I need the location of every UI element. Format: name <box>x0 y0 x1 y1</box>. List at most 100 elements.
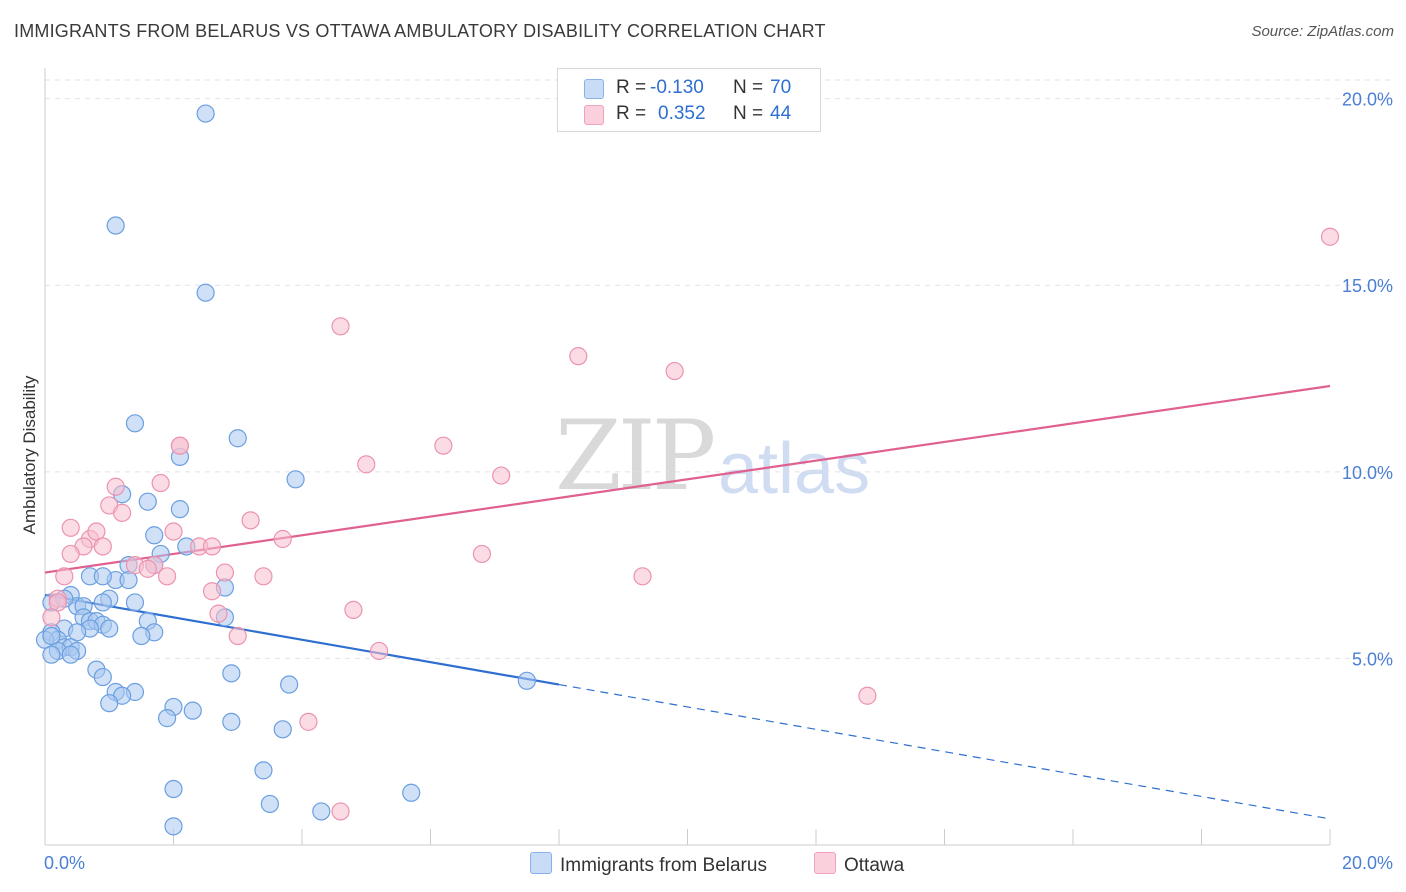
ottawa-point <box>42 608 61 627</box>
watermark-atlas: atlas <box>718 429 871 509</box>
belarus-point <box>273 720 292 739</box>
belarus-point <box>164 817 183 836</box>
ottawa-point <box>106 477 125 496</box>
ottawa-point <box>357 455 376 474</box>
ottawa-point <box>202 582 222 601</box>
belarus-point <box>517 671 536 690</box>
ottawa-point <box>202 537 222 556</box>
belarus-point <box>145 526 164 545</box>
ottawa-point <box>228 626 247 646</box>
ottawa-point <box>273 529 292 549</box>
ottawa-point <box>164 522 183 541</box>
ottawa-point <box>112 503 132 522</box>
belarus-point <box>228 429 247 448</box>
ottawa-point <box>569 347 588 366</box>
belarus-point <box>170 500 190 519</box>
belarus-point <box>93 667 112 687</box>
ottawa-trend-line <box>44 384 1331 574</box>
belarus-point <box>125 414 145 433</box>
ottawa-point <box>858 686 877 705</box>
ottawa-point <box>434 436 453 455</box>
belarus-point <box>42 645 61 664</box>
belarus-point <box>138 492 157 511</box>
series-ottawa-points <box>42 227 1340 821</box>
belarus-point <box>42 626 61 646</box>
legend-r-label: R = <box>616 77 647 98</box>
legend-n-value: 44 <box>770 103 792 124</box>
ottawa-point <box>331 802 350 821</box>
stats-legend: R = -0.130 N = 70 R = 0.352 N = 44 <box>557 68 821 132</box>
legend-n-label: N = <box>733 103 764 124</box>
legend-r-value: 0.352 <box>658 103 706 124</box>
belarus-point <box>164 779 183 799</box>
legend-n-value: 70 <box>770 77 792 98</box>
belarus-point <box>93 593 112 612</box>
y-tick-label: 20.0% <box>1342 90 1393 110</box>
ottawa-point <box>209 604 228 623</box>
belarus-point <box>125 593 145 612</box>
grid-lines <box>45 79 1392 659</box>
ottawa-point <box>138 559 157 578</box>
legend-swatch-belarus <box>584 79 604 99</box>
belarus-point <box>61 645 80 664</box>
belarus-point <box>157 709 177 728</box>
axes <box>44 68 1331 846</box>
belarus-point <box>132 626 151 646</box>
belarus-point <box>196 283 215 302</box>
ottawa-point <box>472 544 491 564</box>
belarus-point <box>100 694 119 713</box>
ottawa-point <box>170 436 190 455</box>
tick-labels: 5.0% 10.0% 15.0% 20.0% 0.0% 20.0% <box>44 90 1393 873</box>
ottawa-point <box>299 712 318 731</box>
legend-swatch-ottawa <box>584 105 604 125</box>
belarus-trend-line <box>44 593 560 686</box>
bottom-legend-label-belarus: Immigrants from Belarus <box>560 855 767 876</box>
bottom-legend-swatch-ottawa <box>814 852 836 874</box>
belarus-point <box>222 664 241 683</box>
x-tick-label: 0.0% <box>44 853 85 873</box>
ottawa-point <box>151 473 170 493</box>
ottawa-point <box>157 567 177 586</box>
ottawa-point <box>344 600 363 620</box>
belarus-point <box>106 216 125 235</box>
y-tick-label: 5.0% <box>1352 649 1393 669</box>
y-axis-label: Ambulatory Disability <box>20 375 39 534</box>
belarus-point <box>280 675 299 694</box>
belarus-point <box>260 794 279 814</box>
ottawa-point <box>55 567 74 586</box>
ottawa-point <box>370 641 389 661</box>
x-tick-label: 20.0% <box>1342 853 1393 873</box>
ottawa-point <box>331 317 350 336</box>
chart-title: IMMIGRANTS FROM BELARUS VS OTTAWA AMBULA… <box>14 21 826 41</box>
legend-r-value: -0.130 <box>650 77 704 98</box>
ottawa-point <box>241 511 260 530</box>
y-tick-label: 10.0% <box>1342 463 1393 483</box>
ottawa-point <box>93 537 112 556</box>
ottawa-point <box>1320 227 1340 246</box>
bottom-legend-ottawa: Ottawa <box>814 852 904 877</box>
belarus-point <box>183 701 202 720</box>
y-tick-label: 15.0% <box>1342 276 1393 296</box>
ottawa-point <box>61 518 80 537</box>
source-label: Source: ZipAtlas.com <box>1251 23 1394 40</box>
ottawa-point <box>254 567 273 586</box>
bottom-legend-label-ottawa: Ottawa <box>844 855 905 876</box>
belarus-point <box>312 802 331 821</box>
belarus-point <box>196 104 215 123</box>
belarus-point <box>402 783 421 802</box>
watermark-zip: ZIP <box>555 400 716 512</box>
legend-n-label: N = <box>733 77 764 98</box>
series-belarus-points <box>35 104 536 836</box>
ottawa-point <box>665 361 684 381</box>
belarus-point <box>286 470 305 489</box>
bottom-legend-belarus: Immigrants from Belarus <box>530 852 767 877</box>
bottom-legend-swatch-belarus <box>530 852 552 874</box>
ottawa-point <box>61 544 80 564</box>
belarus-point <box>100 619 119 638</box>
belarus-point <box>93 567 112 586</box>
belarus-point <box>254 761 273 780</box>
belarus-point <box>222 712 241 731</box>
legend-r-label: R = <box>616 103 647 124</box>
trend-lines <box>44 384 1331 820</box>
